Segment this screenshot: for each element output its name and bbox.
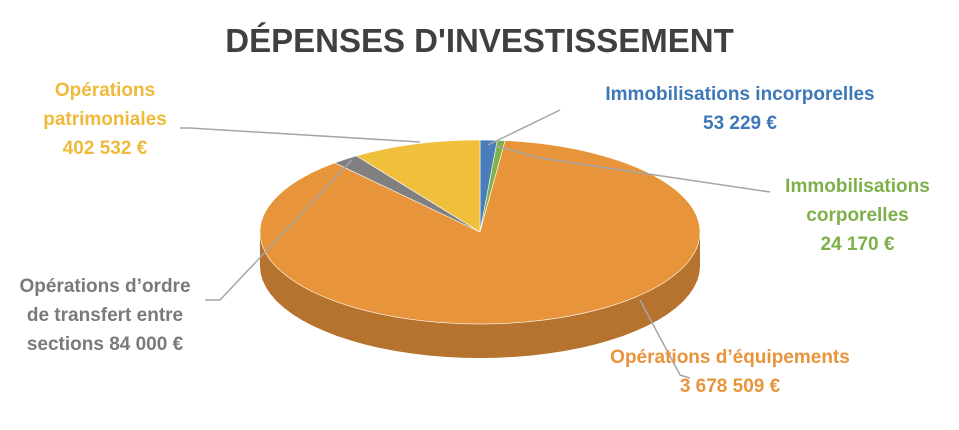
value-label: 3 678 509 € — [679, 376, 781, 397]
category-label: Opérations d’ordre de transfert entre se… — [19, 276, 191, 355]
leader-line — [639, 299, 691, 379]
leader-line — [487, 109, 561, 146]
slice — [355, 139, 481, 233]
slice-label: Immobilisations incorporelles 53 229 € — [560, 80, 920, 138]
slice-label: Opérations patrimoniales 402 532 € — [20, 76, 190, 163]
slice-top — [355, 139, 481, 233]
value-label: 84 000 € — [109, 334, 184, 355]
category-label: Immobilisations incorporelles — [605, 84, 875, 105]
slice-label: Immobilisations corporelles 24 170 € — [760, 172, 955, 259]
leader-line — [205, 159, 353, 301]
leader-line — [495, 145, 771, 193]
slice-label: Opérations d’ordre de transfert entre se… — [10, 272, 200, 359]
category-label: Opérations d’équipements — [610, 347, 850, 368]
chart-title: DÉPENSES D'INVESTISSEMENT — [225, 22, 734, 59]
value-label: 53 229 € — [703, 113, 777, 134]
slice-side-shade — [260, 232, 700, 358]
category-label: Immobilisations corporelles — [785, 176, 930, 226]
slice-side — [260, 232, 700, 358]
value-label: 24 170 € — [820, 234, 895, 255]
category-label: Opérations patrimoniales — [43, 80, 167, 130]
slice-label: Opérations d’équipements 3 678 509 € — [610, 343, 850, 401]
leader-line — [180, 127, 421, 143]
value-label: 402 532 € — [62, 138, 148, 159]
